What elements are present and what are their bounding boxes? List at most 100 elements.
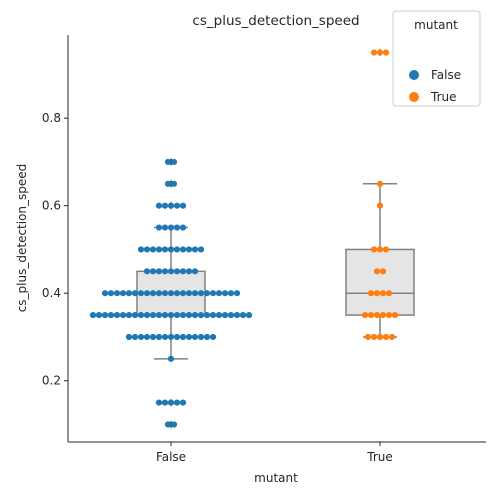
- data-point: [215, 311, 223, 319]
- data-point: [385, 290, 393, 297]
- data-point: [382, 333, 390, 341]
- data-point: [113, 290, 121, 297]
- box-iqr: [345, 248, 415, 316]
- data-point: [161, 311, 169, 319]
- data-point: [173, 311, 181, 319]
- swarm-false: [89, 158, 253, 428]
- data-point: [373, 290, 381, 297]
- data-point: [125, 311, 133, 319]
- data-point: [101, 311, 109, 319]
- data-point: [179, 246, 187, 253]
- data-point: [197, 311, 205, 319]
- data-point: [113, 311, 121, 319]
- data-point: [89, 311, 97, 319]
- data-point: [167, 355, 175, 362]
- data-point: [379, 290, 387, 297]
- data-point: [185, 333, 193, 341]
- data-point: [149, 246, 157, 253]
- data-point: [191, 311, 199, 319]
- y-tick-label: 0.4: [42, 286, 61, 300]
- data-point: [179, 333, 187, 341]
- y-tick-label: 0.8: [42, 111, 61, 125]
- data-point: [179, 202, 187, 209]
- data-point: [179, 311, 187, 319]
- data-point: [155, 246, 163, 253]
- data-point: [161, 399, 169, 406]
- data-point: [167, 311, 175, 319]
- data-point: [131, 290, 139, 297]
- data-point: [173, 290, 181, 297]
- data-point: [233, 290, 241, 297]
- box-true: [345, 48, 415, 338]
- data-point: [161, 333, 169, 341]
- data-point: [373, 268, 381, 275]
- data-point: [119, 311, 127, 319]
- legend-title: mutant: [414, 18, 458, 32]
- data-point: [191, 290, 199, 297]
- data-point: [173, 224, 181, 231]
- legend-label-false: False: [431, 68, 461, 82]
- data-point: [143, 268, 151, 275]
- data-point: [155, 333, 163, 341]
- data-point: [131, 333, 139, 341]
- data-point: [161, 268, 169, 275]
- y-axis-ticks: 0.2 0.4 0.6 0.8: [42, 111, 68, 388]
- data-point: [173, 333, 181, 341]
- data-point: [161, 246, 169, 253]
- data-point: [167, 202, 175, 209]
- data-point: [179, 290, 187, 297]
- data-point: [191, 268, 199, 275]
- data-point: [385, 311, 393, 319]
- data-point: [101, 290, 109, 297]
- data-point: [179, 268, 187, 275]
- x-tick-label: True: [366, 450, 393, 464]
- data-point: [370, 49, 378, 56]
- chart-title: cs_plus_detection_speed: [192, 13, 359, 29]
- data-point: [197, 333, 205, 341]
- data-point: [167, 224, 175, 231]
- data-point: [149, 311, 157, 319]
- data-point: [107, 311, 115, 319]
- data-point: [125, 290, 133, 297]
- data-point: [179, 399, 187, 406]
- data-point: [376, 49, 384, 56]
- data-point: [376, 333, 384, 341]
- data-point: [155, 268, 163, 275]
- y-axis-title: cs_plus_detection_speed: [15, 164, 29, 313]
- data-point: [167, 399, 175, 406]
- data-point: [179, 224, 187, 231]
- data-point: [155, 399, 163, 406]
- data-point: [391, 311, 399, 319]
- data-point: [379, 268, 387, 275]
- data-point: [203, 333, 211, 341]
- data-point: [155, 311, 163, 319]
- data-point: [203, 290, 211, 297]
- data-point: [119, 290, 127, 297]
- data-point: [373, 311, 381, 319]
- data-point: [361, 311, 369, 319]
- data-point: [167, 333, 175, 341]
- x-axis-ticks: False True: [156, 442, 393, 464]
- data-point: [239, 311, 247, 319]
- data-point: [137, 246, 145, 253]
- legend-label-true: True: [430, 90, 457, 104]
- data-point: [155, 202, 163, 209]
- data-point: [137, 311, 145, 319]
- data-point: [95, 311, 103, 319]
- plot-area: [89, 48, 415, 429]
- data-point: [155, 290, 163, 297]
- data-point: [167, 268, 175, 275]
- data-point: [382, 246, 390, 253]
- x-tick-label: False: [156, 450, 186, 464]
- data-point: [143, 333, 151, 341]
- data-point: [161, 290, 169, 297]
- data-point: [143, 311, 151, 319]
- legend: mutant False True: [392, 10, 481, 107]
- y-tick-label: 0.6: [42, 199, 61, 213]
- data-point: [164, 180, 172, 187]
- data-point: [233, 311, 241, 319]
- data-point: [221, 290, 229, 297]
- data-point: [137, 333, 145, 341]
- data-point: [164, 421, 172, 428]
